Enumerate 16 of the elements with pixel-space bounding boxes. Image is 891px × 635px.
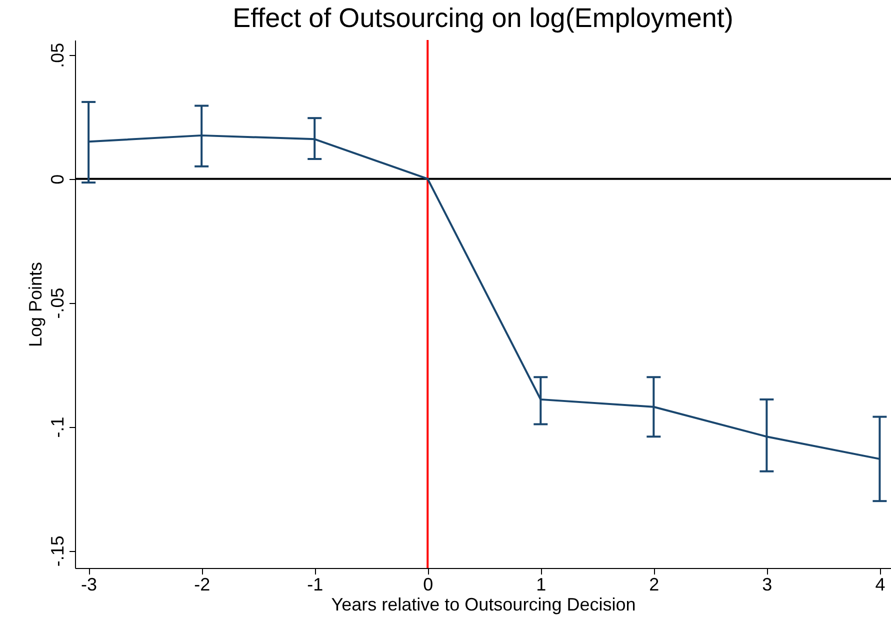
y-tick-label: -.15 bbox=[48, 536, 68, 567]
x-axis-title: Years relative to Outsourcing Decision bbox=[331, 594, 636, 614]
x-tick-label: -1 bbox=[307, 574, 324, 594]
x-tick-label: -3 bbox=[81, 574, 98, 594]
y-tick-label: -.1 bbox=[48, 416, 68, 438]
x-tick-label: 1 bbox=[536, 574, 546, 594]
x-tick-label: 3 bbox=[762, 574, 772, 594]
y-tick-label: .05 bbox=[48, 42, 68, 68]
y-tick-label: -.05 bbox=[48, 288, 68, 319]
x-tick-label: 4 bbox=[875, 574, 886, 594]
chart-title: Effect of Outsourcing on log(Employment) bbox=[232, 3, 734, 33]
y-axis-title: Log Points bbox=[26, 262, 46, 348]
x-tick-label: -2 bbox=[194, 574, 210, 594]
x-tick-label: 2 bbox=[649, 574, 660, 594]
x-tick-label: 0 bbox=[423, 574, 434, 594]
y-tick-label: 0 bbox=[48, 174, 68, 184]
